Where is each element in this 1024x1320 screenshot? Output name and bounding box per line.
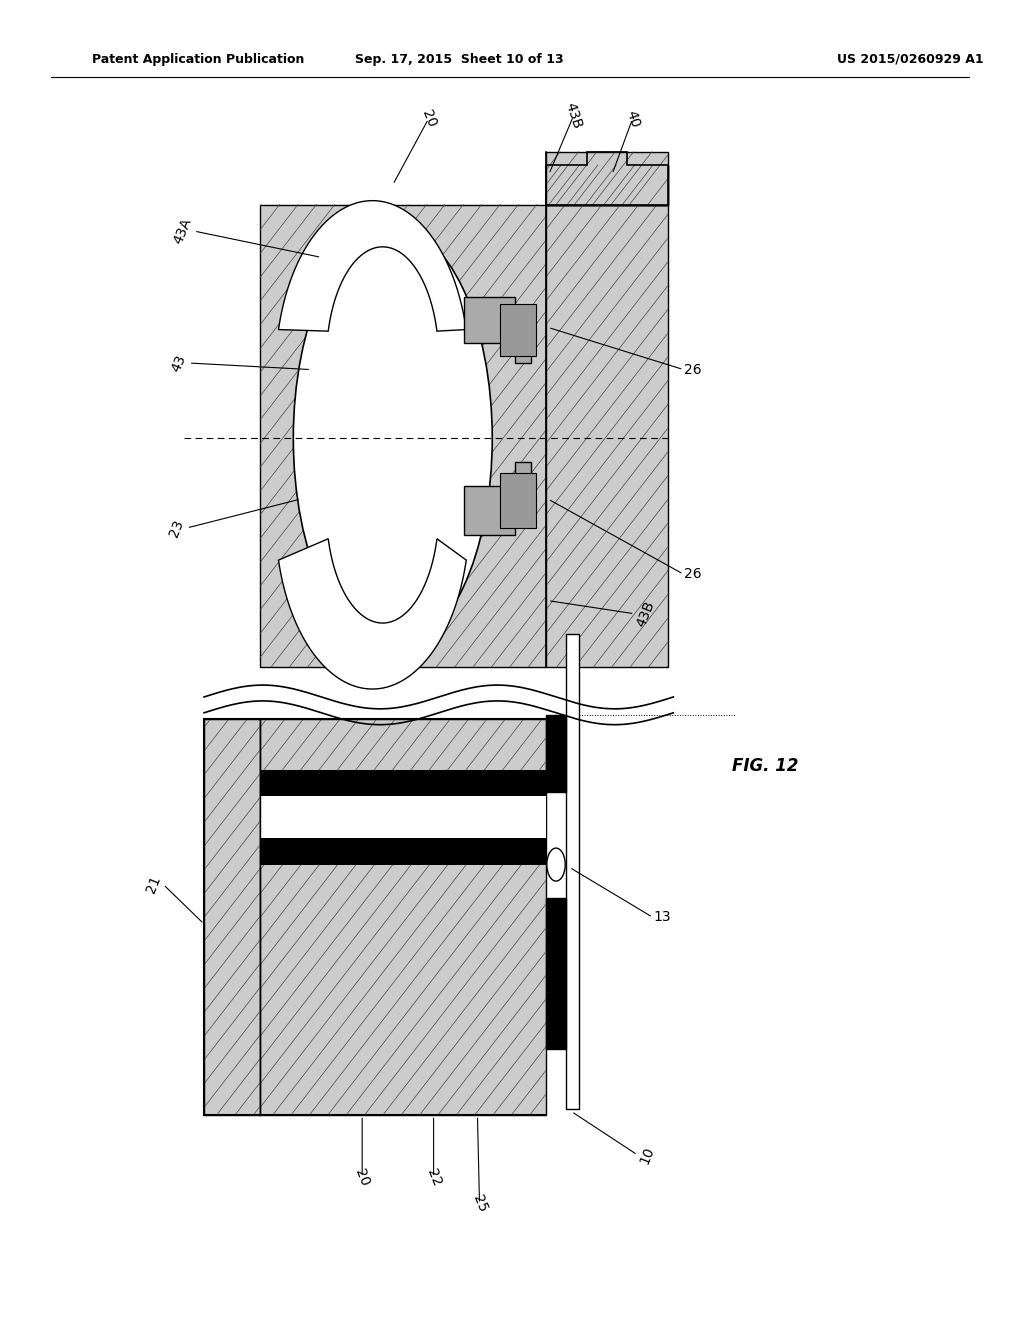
Bar — [204, 719, 260, 1115]
Text: 20: 20 — [419, 108, 438, 129]
Text: 43A: 43A — [171, 216, 194, 246]
Text: 26: 26 — [684, 568, 701, 581]
Text: FIG. 12: FIG. 12 — [732, 756, 799, 775]
Bar — [546, 165, 669, 205]
Text: 21: 21 — [143, 874, 163, 895]
Bar — [260, 838, 546, 865]
Bar — [566, 634, 580, 1109]
Text: US 2015/0260929 A1: US 2015/0260929 A1 — [837, 53, 983, 66]
Bar — [260, 719, 546, 1115]
Polygon shape — [464, 297, 530, 363]
Text: 25: 25 — [470, 1193, 489, 1214]
Text: 40: 40 — [624, 108, 642, 129]
Text: 43B: 43B — [635, 598, 657, 630]
Polygon shape — [546, 152, 669, 205]
Ellipse shape — [547, 849, 565, 882]
Ellipse shape — [293, 227, 493, 649]
Bar — [546, 715, 566, 792]
Bar — [260, 796, 546, 838]
Bar — [546, 152, 669, 205]
Text: Sep. 17, 2015  Sheet 10 of 13: Sep. 17, 2015 Sheet 10 of 13 — [354, 53, 563, 66]
Polygon shape — [279, 201, 466, 331]
Text: 10: 10 — [638, 1144, 657, 1166]
Text: 13: 13 — [653, 911, 671, 924]
Polygon shape — [500, 473, 536, 528]
Polygon shape — [464, 462, 530, 535]
Text: 43: 43 — [169, 352, 188, 374]
Text: 22: 22 — [424, 1167, 443, 1188]
Text: 23: 23 — [167, 517, 186, 539]
Bar — [260, 205, 546, 667]
Polygon shape — [279, 539, 466, 689]
Bar — [546, 205, 669, 667]
Polygon shape — [500, 304, 536, 356]
Text: 20: 20 — [352, 1167, 372, 1188]
Text: 43B: 43B — [562, 102, 585, 131]
Bar — [546, 898, 566, 1049]
Text: Patent Application Publication: Patent Application Publication — [92, 53, 304, 66]
Text: 26: 26 — [684, 363, 701, 376]
Bar — [260, 770, 546, 796]
